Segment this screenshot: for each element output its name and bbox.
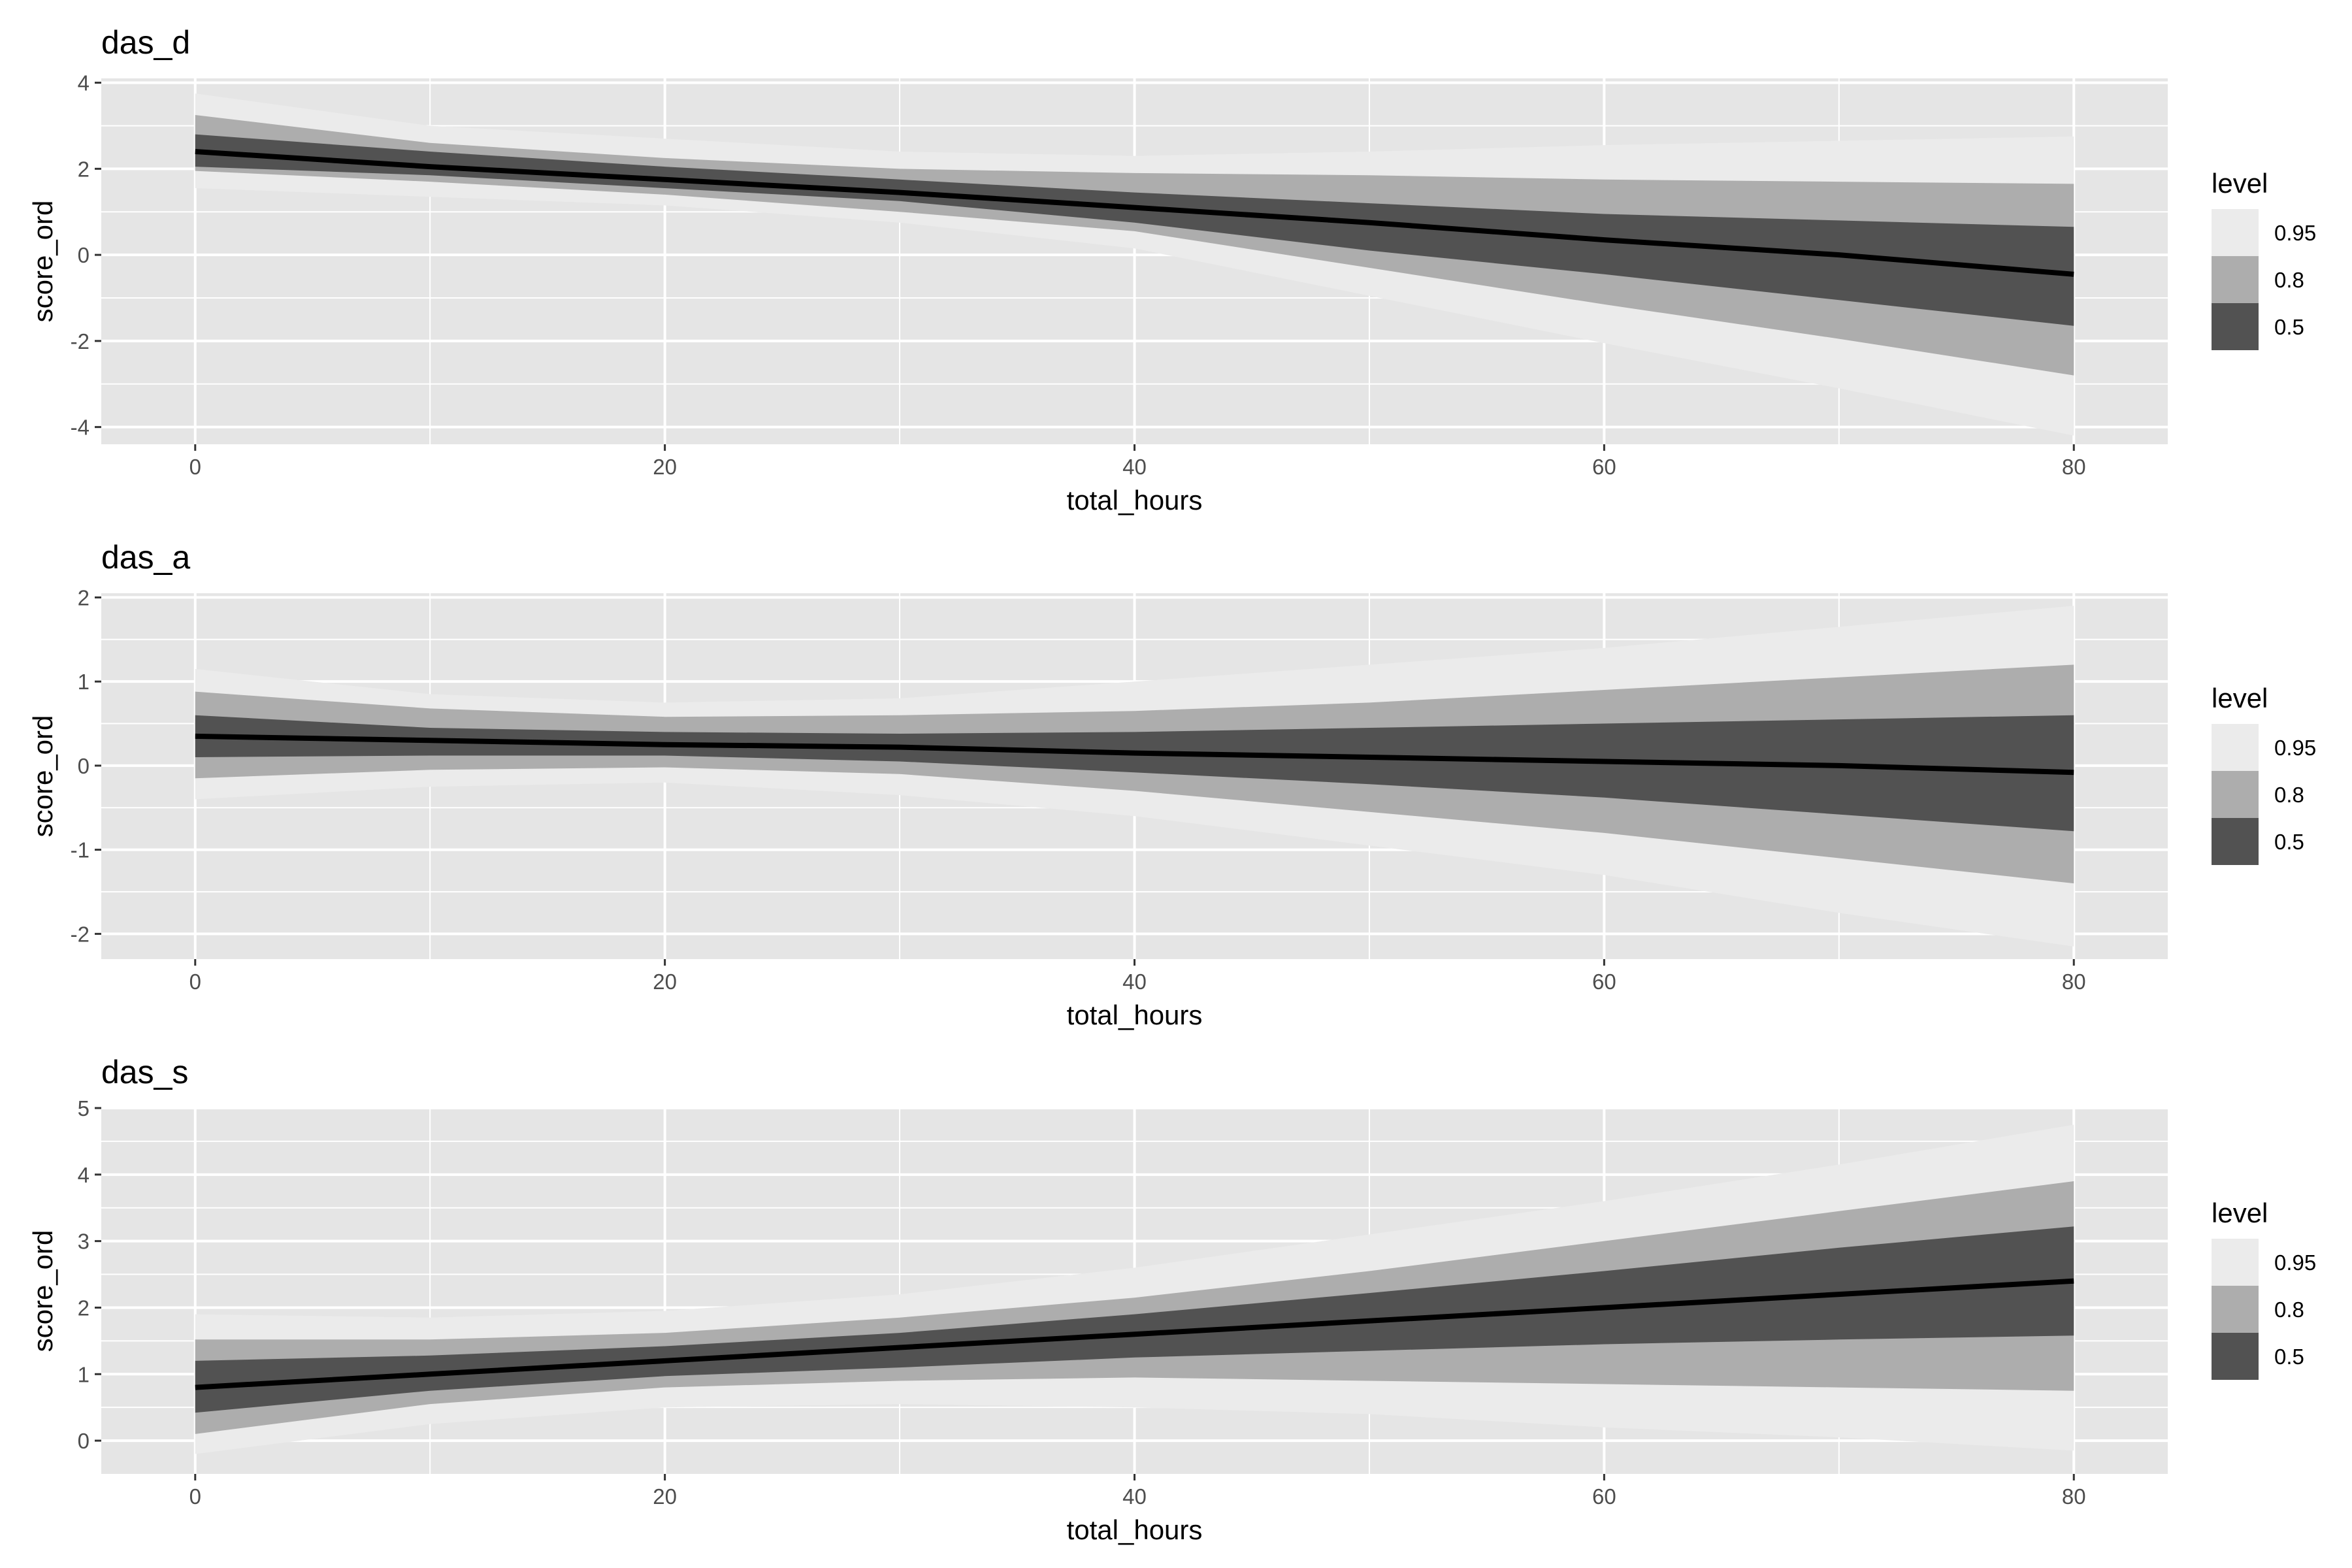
legend-label-0.95: 0.95	[2274, 221, 2316, 245]
median-line	[195, 733, 2074, 776]
x-tick-label: 40	[1122, 1484, 1147, 1509]
panel-title: das_d	[101, 24, 190, 61]
legend-label-0.95: 0.95	[2274, 736, 2316, 760]
x-tick-label: 80	[2062, 1484, 2086, 1509]
legend-title: level	[2212, 683, 2268, 713]
x-axis-title: total_hours	[1067, 1514, 1203, 1545]
y-tick-label: 4	[78, 1163, 90, 1187]
y-tick-label: 1	[78, 1362, 90, 1386]
legend-key-0.5	[2212, 818, 2259, 865]
y-axis-title: score_ord	[27, 201, 58, 323]
legend-label-0.95: 0.95	[2274, 1250, 2316, 1275]
x-tick-label: 20	[653, 970, 677, 994]
panel-title: das_a	[101, 539, 190, 576]
x-tick-label: 0	[189, 455, 201, 479]
y-axis-title: score_ord	[27, 715, 58, 838]
y-tick-label: -4	[71, 416, 90, 440]
band-0.8	[195, 664, 2074, 884]
legend-key-0.8	[2212, 1286, 2259, 1333]
legend-key-0.95	[2212, 1239, 2259, 1286]
y-tick-label: -1	[71, 838, 90, 862]
legend-key-0.95	[2212, 209, 2259, 256]
chart-panel-das_d: 0 20 40 60 80 -4 -2 0 2 4 das_d total_hours score_or…	[27, 24, 2316, 515]
y-tick-label: -2	[71, 329, 90, 353]
x-tick-label: 80	[2062, 455, 2086, 479]
median-line	[195, 1278, 2074, 1390]
legend-label-0.8: 0.8	[2274, 1298, 2304, 1322]
legend-key-0.95	[2212, 724, 2259, 771]
y-tick-label: 0	[78, 754, 90, 778]
legend-label-0.5: 0.5	[2274, 315, 2304, 339]
legend-title: level	[2212, 1198, 2268, 1228]
y-tick-label: 1	[78, 670, 90, 694]
x-tick-label: 40	[1122, 970, 1147, 994]
band-0.5	[195, 134, 2074, 326]
legend-label-0.5: 0.5	[2274, 830, 2304, 854]
y-tick-label: 0	[78, 243, 90, 267]
x-tick-label: 20	[653, 455, 677, 479]
panel-title: das_s	[101, 1054, 188, 1090]
x-tick-label: 0	[189, 1484, 201, 1509]
y-tick-label: 3	[78, 1230, 90, 1254]
x-tick-label: 60	[1592, 455, 1616, 479]
x-tick-label: 40	[1122, 455, 1147, 479]
x-tick-label: 0	[189, 970, 201, 994]
y-tick-label: 2	[78, 585, 90, 610]
x-tick-label: 60	[1592, 1484, 1616, 1509]
legend-key-0.8	[2212, 256, 2259, 303]
legend-label-0.8: 0.8	[2274, 783, 2304, 807]
legend-title: level	[2212, 168, 2268, 199]
x-axis-title: total_hours	[1067, 485, 1203, 515]
band-0.5	[195, 1226, 2074, 1413]
median-line	[195, 149, 2074, 277]
legend-key-0.5	[2212, 1333, 2259, 1380]
y-tick-label: 2	[78, 157, 90, 181]
x-tick-label: 20	[653, 1484, 677, 1509]
legend-key-0.8	[2212, 771, 2259, 818]
legend-label-0.5: 0.5	[2274, 1345, 2304, 1369]
y-tick-label: 5	[78, 1096, 90, 1120]
y-axis-title: score_ord	[27, 1230, 58, 1352]
y-tick-label: 4	[78, 71, 90, 95]
y-tick-label: 2	[78, 1296, 90, 1320]
chart-panel-das_s: 0 20 40 60 80 0 1 2 3 4 5 das_s total_hours score_ord…	[27, 1054, 2316, 1545]
legend-key-0.5	[2212, 303, 2259, 350]
chart-panel-das_a: 0 20 40 60 80 -2 -1 0 1 2 das_a total_hours score_or…	[27, 539, 2316, 1030]
x-tick-label: 60	[1592, 970, 1616, 994]
x-axis-title: total_hours	[1067, 1000, 1203, 1030]
y-tick-label: 0	[78, 1429, 90, 1453]
y-tick-label: -2	[71, 922, 90, 946]
legend-label-0.8: 0.8	[2274, 268, 2304, 292]
x-tick-label: 80	[2062, 970, 2086, 994]
